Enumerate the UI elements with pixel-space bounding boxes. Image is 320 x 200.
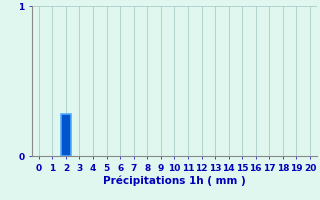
X-axis label: Précipitations 1h ( mm ): Précipitations 1h ( mm ) [103,175,246,186]
Bar [61,114,71,156]
